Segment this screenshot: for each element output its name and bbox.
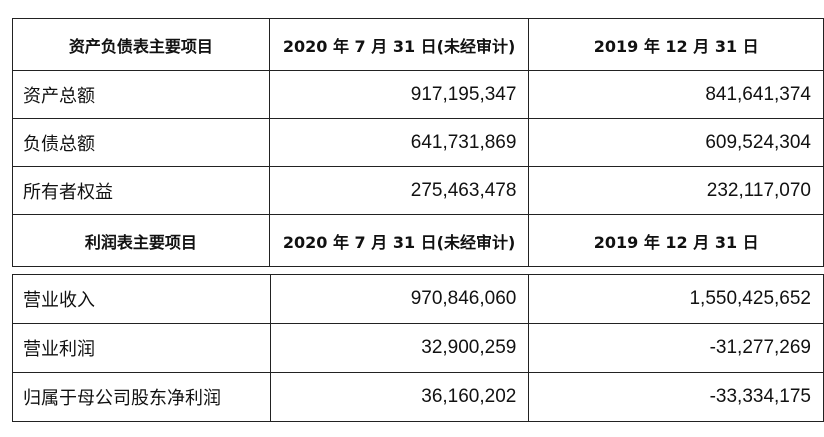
value-2020: 32,900,259 [269,323,530,373]
value-2020: 275,463,478 [268,166,530,215]
header-item: 资产负债表主要项目 [12,18,270,71]
row-label: 负债总额 [12,118,270,167]
value-2019: -31,277,269 [528,323,824,373]
value-2019: 232,117,070 [528,166,824,215]
value-2020: 917,195,347 [268,70,530,119]
value-2019: 1,550,425,652 [528,274,824,324]
row-label: 归属于母公司股东净利润 [12,372,271,422]
header-date-2020: 2020 年 7 月 31 日(未经审计) [268,18,530,71]
value-2019: -33,334,175 [528,372,824,422]
table-row: 营业收入 970,846,060 1,550,425,652 [12,274,824,324]
value-2020: 641,731,869 [268,118,530,167]
income-statement-table: 营业收入 970,846,060 1,550,425,652 营业利润 32,9… [12,274,824,422]
header-item: 利润表主要项目 [12,214,270,267]
header-date-2020: 2020 年 7 月 31 日(未经审计) [268,214,530,267]
value-2020: 36,160,202 [269,372,530,422]
row-label: 营业利润 [12,323,271,373]
value-2019: 841,641,374 [528,70,824,119]
table-header-row: 利润表主要项目 2020 年 7 月 31 日(未经审计) 2019 年 12 … [12,214,824,267]
value-2019: 609,524,304 [528,118,824,167]
header-date-2019: 2019 年 12 月 31 日 [528,18,824,71]
table-header-row: 资产负债表主要项目 2020 年 7 月 31 日(未经审计) 2019 年 1… [12,18,824,71]
row-label: 资产总额 [12,70,270,119]
balance-sheet-table: 资产负债表主要项目 2020 年 7 月 31 日(未经审计) 2019 年 1… [12,18,824,267]
table-row: 负债总额 641,731,869 609,524,304 [12,118,824,167]
table-row: 营业利润 32,900,259 -31,277,269 [12,323,824,373]
header-date-2019: 2019 年 12 月 31 日 [528,214,824,267]
table-row: 资产总额 917,195,347 841,641,374 [12,70,824,119]
row-label: 所有者权益 [12,166,270,215]
row-label: 营业收入 [12,274,271,324]
table-row: 归属于母公司股东净利润 36,160,202 -33,334,175 [12,372,824,422]
table-row: 所有者权益 275,463,478 232,117,070 [12,166,824,215]
value-2020: 970,846,060 [269,274,530,324]
